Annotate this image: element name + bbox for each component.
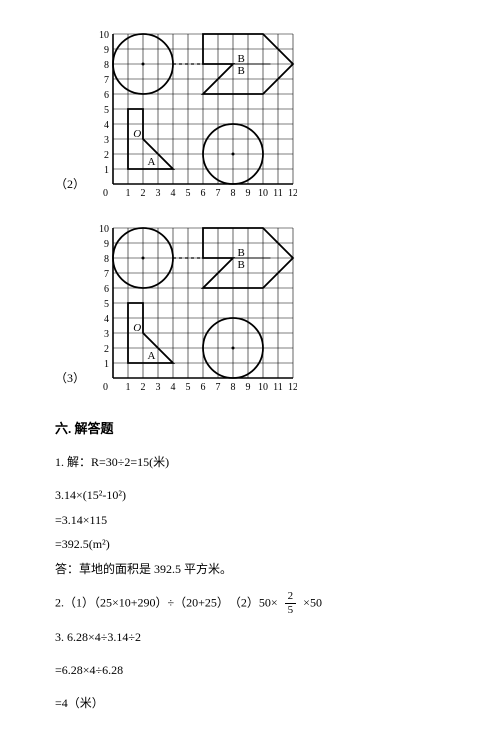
svg-text:1: 1 [104,165,109,176]
fig3-label: （3） [55,369,85,396]
svg-text:5: 5 [186,188,191,199]
frac-num: 2 [285,591,297,604]
sol-1c: =3.14×115 [55,509,445,532]
sol-1d: =392.5(m²) [55,533,445,556]
svg-text:5: 5 [104,299,109,310]
svg-text:12: 12 [288,382,297,393]
sol-1b: 3.14×(15²-10²) [55,484,445,507]
svg-text:8: 8 [231,188,236,199]
svg-text:2: 2 [141,188,146,199]
svg-text:10: 10 [258,188,268,199]
svg-text:10: 10 [258,382,268,393]
svg-text:9: 9 [246,382,251,393]
svg-text:8: 8 [104,254,109,265]
svg-text:3: 3 [156,188,161,199]
svg-text:A: A [148,156,156,168]
svg-text:1: 1 [126,188,131,199]
svg-text:3: 3 [156,382,161,393]
svg-text:4: 4 [171,382,176,393]
svg-text:1: 1 [126,382,131,393]
svg-text:1: 1 [104,359,109,370]
frac-den: 5 [285,604,297,616]
svg-text:6: 6 [104,90,109,101]
svg-text:B: B [238,65,245,77]
svg-text:12: 12 [288,188,297,199]
svg-text:5: 5 [186,382,191,393]
svg-text:4: 4 [171,188,176,199]
svg-text:10: 10 [99,224,109,235]
svg-text:O: O [133,322,141,334]
svg-text:9: 9 [104,45,109,56]
svg-text:O: O [133,128,141,140]
sol-1e: 答：草地的面积是 392.5 平方米。 [55,558,445,581]
svg-text:2: 2 [104,344,109,355]
svg-text:4: 4 [104,314,109,325]
svg-text:4: 4 [104,120,109,131]
svg-text:8: 8 [231,382,236,393]
svg-text:A: A [148,350,156,362]
svg-text:7: 7 [216,382,221,393]
figure-2: 012345678910111212345678910BBAO [91,30,297,202]
svg-text:2: 2 [104,150,109,161]
fig2-label: （2） [55,175,85,202]
svg-text:9: 9 [246,188,251,199]
svg-text:B: B [238,259,245,271]
svg-text:6: 6 [201,382,206,393]
sol-4: =6.28×4÷6.28 [55,659,445,682]
sol-2a: 2.（1）（25×10+290）÷（20+25） （2）50× [55,595,278,609]
svg-text:3: 3 [104,135,109,146]
svg-text:B: B [238,247,245,259]
svg-text:11: 11 [273,188,283,199]
svg-text:7: 7 [104,269,109,280]
svg-text:7: 7 [216,188,221,199]
sol-3: 3. 6.28×4÷3.14÷2 [55,626,445,649]
svg-text:11: 11 [273,382,283,393]
svg-text:10: 10 [99,30,109,41]
svg-text:8: 8 [104,60,109,71]
svg-text:9: 9 [104,239,109,250]
svg-text:3: 3 [104,329,109,340]
svg-text:5: 5 [104,105,109,116]
svg-text:6: 6 [201,188,206,199]
sol-2: 2.（1）（25×10+290）÷（20+25） （2）50× 2 5 ×50 [55,591,445,616]
sol-2b: ×50 [303,595,322,609]
sol-1a: 1. 解：R=30÷2=15(米) [55,451,445,474]
section-title: 六. 解答题 [55,418,445,437]
svg-text:0: 0 [103,188,108,199]
svg-text:6: 6 [104,284,109,295]
figure-3: 012345678910111212345678910BBAO [91,224,297,396]
svg-text:B: B [238,53,245,65]
sol-5: =4（米） [55,692,445,715]
svg-text:0: 0 [103,382,108,393]
fraction: 2 5 [285,591,297,616]
svg-text:2: 2 [141,382,146,393]
svg-text:7: 7 [104,75,109,86]
